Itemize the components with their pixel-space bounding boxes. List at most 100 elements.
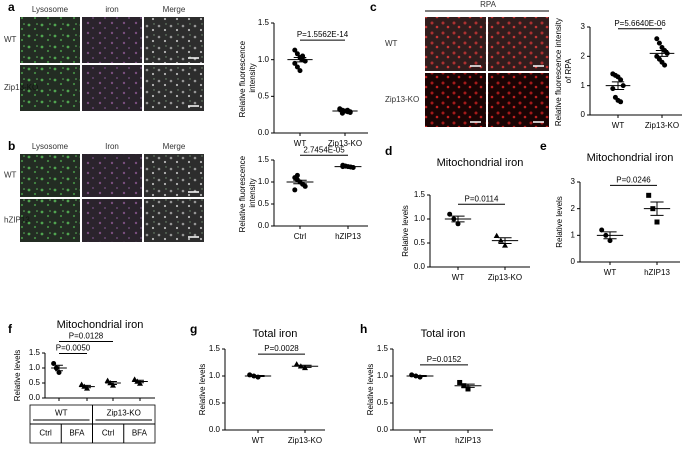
y-tick-label: 1.5 xyxy=(377,344,389,353)
y-tick-label: 2 xyxy=(571,204,576,213)
micrograph xyxy=(82,65,142,111)
y-tick-label: 2 xyxy=(581,51,586,60)
data-point xyxy=(610,86,616,92)
data-point xyxy=(646,192,652,198)
error-bar xyxy=(413,374,427,378)
micrograph xyxy=(488,17,549,71)
data-point xyxy=(294,64,300,70)
y-tick-label: 1.0 xyxy=(209,371,221,380)
p-value: P=5.6640E-06 xyxy=(614,19,666,28)
micrograph xyxy=(488,73,549,127)
chart-title: Mitochondrial iron xyxy=(437,157,524,169)
error-bar xyxy=(603,231,617,240)
error-bar xyxy=(83,384,91,389)
error-bar xyxy=(655,49,669,57)
error-bar xyxy=(338,109,352,113)
y-tick-label: 0.0 xyxy=(258,128,270,137)
micrograph xyxy=(20,199,80,242)
data-point xyxy=(294,172,300,178)
y-tick-label: 1.5 xyxy=(258,18,270,27)
panel-label: b xyxy=(8,139,15,153)
table-cell: BFA xyxy=(69,429,85,438)
data-point xyxy=(607,238,613,244)
chart-title: Mitochondrial iron xyxy=(587,152,674,164)
y-tick-label: 0.5 xyxy=(29,378,41,387)
error-bar xyxy=(650,201,664,216)
y-tick-label: 0.0 xyxy=(414,262,426,271)
y-tick-label: 0 xyxy=(581,110,586,119)
y-tick-label: 0.5 xyxy=(209,398,221,407)
p-value: 2.7454E-05 xyxy=(303,145,345,154)
panel-label: c xyxy=(370,0,377,14)
y-tick-label: 0.5 xyxy=(377,398,389,407)
y-tick-label: 1.0 xyxy=(414,214,426,223)
table-cell: BFA xyxy=(132,429,148,438)
y-tick-label: 0.5 xyxy=(258,91,270,100)
data-point xyxy=(662,62,668,68)
x-tick-label: WT xyxy=(452,273,465,282)
y-tick-label: 3 xyxy=(581,22,586,31)
micrograph xyxy=(20,154,80,197)
x-tick-label: Zip13-KO xyxy=(645,121,679,130)
p-value: P=1.5562E-14 xyxy=(297,30,349,39)
data-point xyxy=(294,51,300,57)
data-point xyxy=(465,386,471,392)
micrograph xyxy=(144,65,204,111)
error-bar xyxy=(55,364,63,372)
y-tick-label: 0.5 xyxy=(414,238,426,247)
chart-title: Total iron xyxy=(421,328,466,340)
x-tick-label: hZIP13 xyxy=(644,268,670,277)
x-tick-label: WT xyxy=(252,436,265,445)
y-tick-label: 1.5 xyxy=(414,190,426,199)
error-bar xyxy=(136,379,144,384)
y-tick-label: 0.0 xyxy=(209,425,221,434)
y-axis-label: Relative levels xyxy=(198,364,207,416)
row-label: WT xyxy=(4,35,17,44)
row-label: WT xyxy=(385,39,398,48)
error-bar xyxy=(461,383,475,388)
y-tick-label: 0.5 xyxy=(258,199,270,208)
chart-title: Total iron xyxy=(253,328,298,340)
row-label: Zip13-KO xyxy=(385,95,419,104)
panel-label: d xyxy=(385,144,392,158)
y-tick-label: 1.0 xyxy=(258,55,270,64)
column-header: RPA xyxy=(480,0,497,9)
micrograph xyxy=(425,73,486,127)
y-tick-label: 1.0 xyxy=(258,177,270,186)
micrograph xyxy=(82,154,142,197)
column-label: Lysosome xyxy=(32,5,69,14)
data-point xyxy=(56,370,62,375)
y-tick-label: 3 xyxy=(571,177,576,186)
x-tick-label: hZIP13 xyxy=(335,232,361,241)
error-bar xyxy=(251,374,265,378)
micrograph xyxy=(425,17,486,71)
error-bar xyxy=(293,179,307,185)
p-value: P=0.0152 xyxy=(427,355,462,364)
data-point xyxy=(618,99,624,105)
data-point xyxy=(457,379,463,385)
y-axis-label: Relative levels xyxy=(366,364,375,416)
panel-label: h xyxy=(360,322,367,336)
column-label: Lysosome xyxy=(32,142,69,151)
micrograph xyxy=(144,17,204,63)
data-point xyxy=(297,68,303,74)
data-point xyxy=(654,219,660,225)
data-point xyxy=(502,242,508,248)
column-label: Iron xyxy=(105,142,119,151)
y-tick-label: 1 xyxy=(581,81,586,90)
error-bar xyxy=(611,81,625,90)
x-tick-label: WT xyxy=(414,436,427,445)
p-value: P=0.0050 xyxy=(56,344,91,353)
p-value: P=0.0246 xyxy=(616,175,651,184)
y-axis-label: Relative levels xyxy=(401,205,410,257)
data-point xyxy=(656,40,662,46)
y-axis-label: Relative fluorescence intensity xyxy=(238,154,257,233)
data-point xyxy=(455,221,461,227)
table-group: WT xyxy=(55,409,68,418)
y-axis-label: Relative fluorescence intensity xyxy=(238,39,257,118)
error-bar xyxy=(341,165,355,168)
y-tick-label: 0.0 xyxy=(29,393,41,402)
y-axis-label: Relative levels xyxy=(13,350,22,402)
